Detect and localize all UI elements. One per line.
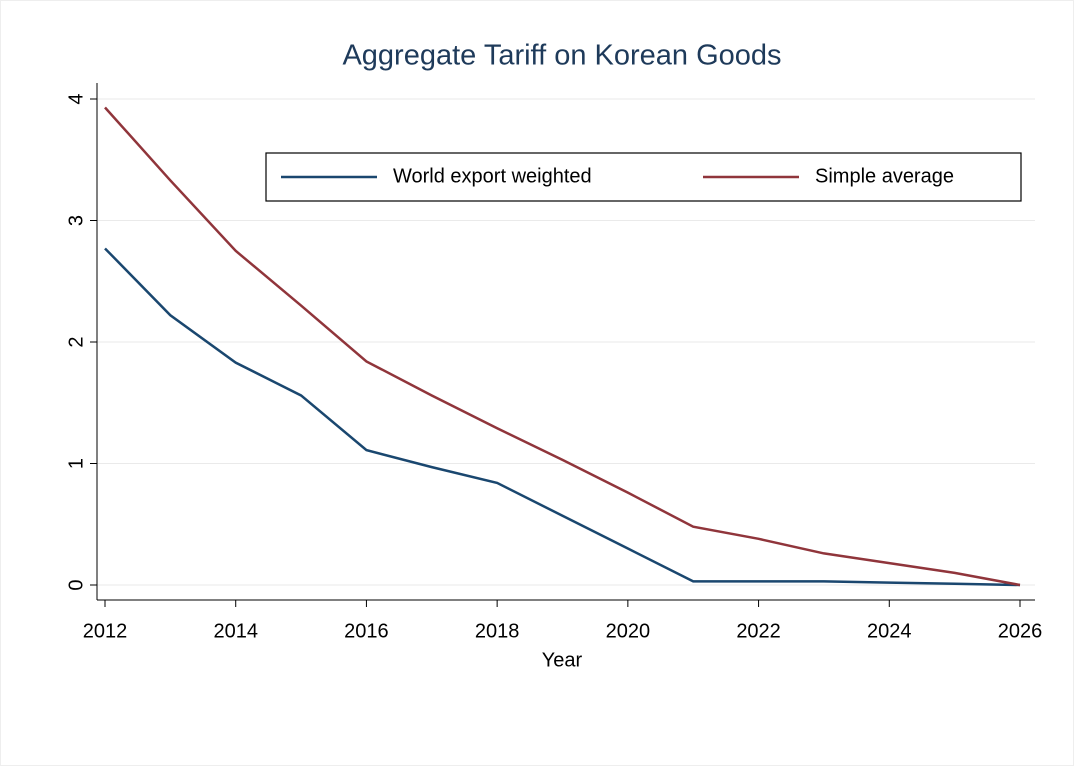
x-tick-label: 2020 [606, 620, 651, 642]
x-tick-label: 2012 [83, 620, 128, 642]
x-tick-label: 2024 [867, 620, 912, 642]
legend-label: Simple average [815, 165, 954, 187]
y-tick-label: 2 [65, 336, 87, 347]
x-tick-label: 2014 [213, 620, 258, 642]
x-tick-label: 2018 [475, 620, 520, 642]
series-line [104, 106, 1021, 587]
x-tick-label: 2026 [998, 620, 1043, 642]
legend-label: World export weighted [393, 165, 592, 187]
legend-box [265, 152, 1022, 202]
y-tick-label: 3 [65, 215, 87, 226]
x-tick-label: 2016 [344, 620, 389, 642]
series-line [104, 247, 1021, 587]
y-tick-label: 1 [65, 458, 87, 469]
x-axis-label: Year [542, 649, 583, 671]
chart-title: Aggregate Tariff on Korean Goods [342, 40, 781, 72]
y-tick-label: 4 [65, 93, 87, 104]
y-tick-label: 0 [65, 579, 87, 590]
x-tick-label: 2022 [736, 620, 781, 642]
